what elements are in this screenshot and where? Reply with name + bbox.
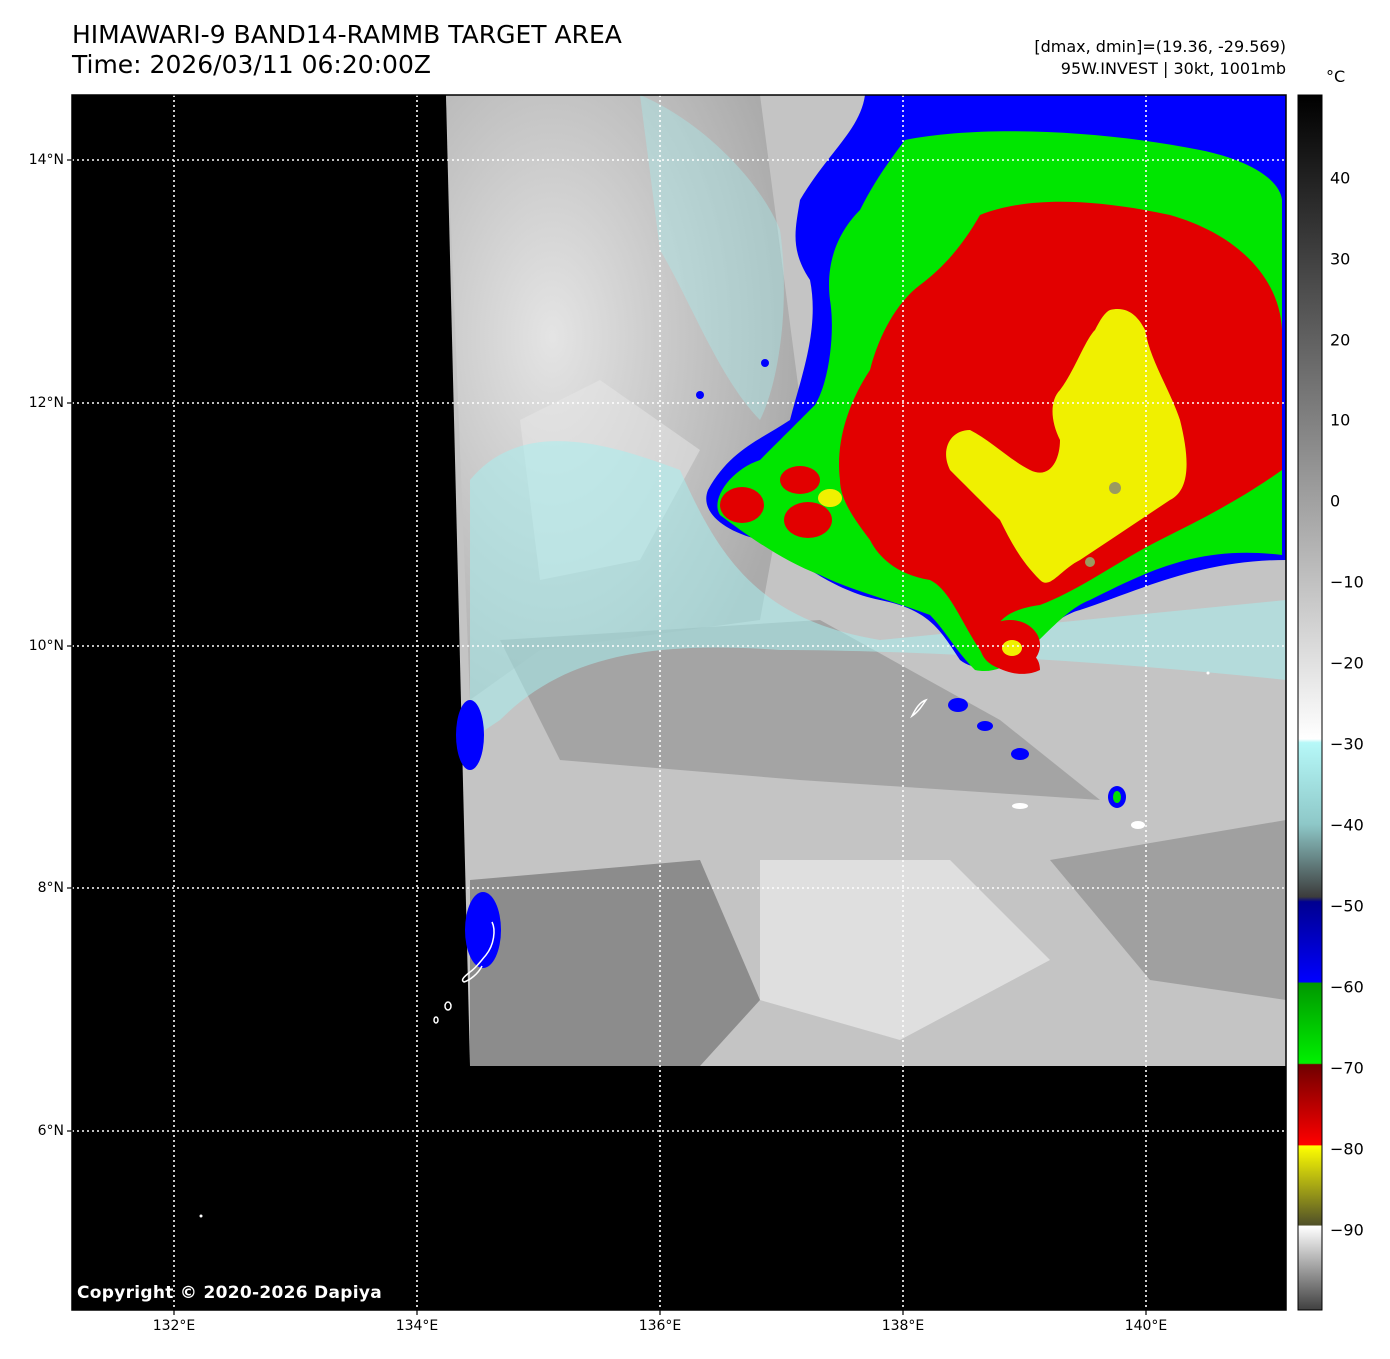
timestamp: Time: 2026/03/11 06:20:00Z: [72, 50, 431, 79]
imagery-layer: [446, 95, 1286, 1066]
colorbar-unit: °C: [1326, 67, 1346, 86]
lon-label: 132°E: [152, 1318, 196, 1334]
colorbar-tick: −60: [1330, 977, 1364, 997]
colorbar-tick: −80: [1330, 1139, 1364, 1159]
colorbar-tick: −40: [1330, 815, 1364, 835]
lat-label: 10°N: [28, 638, 64, 654]
map-frame: [71, 94, 1287, 1311]
lat-label: 8°N: [37, 880, 64, 896]
lat-label: 6°N: [37, 1123, 64, 1139]
colorbar-tick: 10: [1330, 410, 1351, 430]
cold-fringe: [470, 441, 1286, 740]
colorbar-tick: 20: [1330, 330, 1351, 350]
colorbar-tick: −50: [1330, 896, 1364, 916]
storm-info: 95W.INVEST | 30kt, 1001mb: [1060, 59, 1286, 78]
gridlines: [72, 95, 1286, 1310]
chart-title: HIMAWARI-9 BAND14-RAMMB TARGET AREA: [72, 20, 622, 49]
colorbar-tick: −20: [1330, 653, 1364, 673]
colorbar: [1298, 95, 1322, 1310]
colorbar-tick: −30: [1330, 734, 1364, 754]
colorbar-tick: 30: [1330, 249, 1351, 269]
lon-label: 136°E: [638, 1318, 682, 1334]
colorbar-tick: 40: [1330, 168, 1351, 188]
lon-label: 140°E: [1124, 1318, 1168, 1334]
colorbar-tick: −90: [1330, 1220, 1364, 1240]
colorbar-tick: 0: [1330, 491, 1341, 511]
coastlines: [433, 698, 928, 1024]
lat-label: 12°N: [28, 395, 64, 411]
copyright-notice: Copyright © 2020-2026 Dapiya: [77, 1283, 382, 1303]
lon-label: 138°E: [881, 1318, 925, 1334]
axis-ticks: [67, 159, 1147, 1315]
lon-label: 134°E: [395, 1318, 439, 1334]
colorbar-tick: −70: [1330, 1058, 1364, 1078]
coldest-yellow: [946, 309, 1187, 583]
data-range: [dmax, dmin]=(19.36, -29.569): [1034, 37, 1286, 56]
colorbar-tick: −10: [1330, 572, 1364, 592]
lat-label: 14°N: [28, 152, 64, 168]
